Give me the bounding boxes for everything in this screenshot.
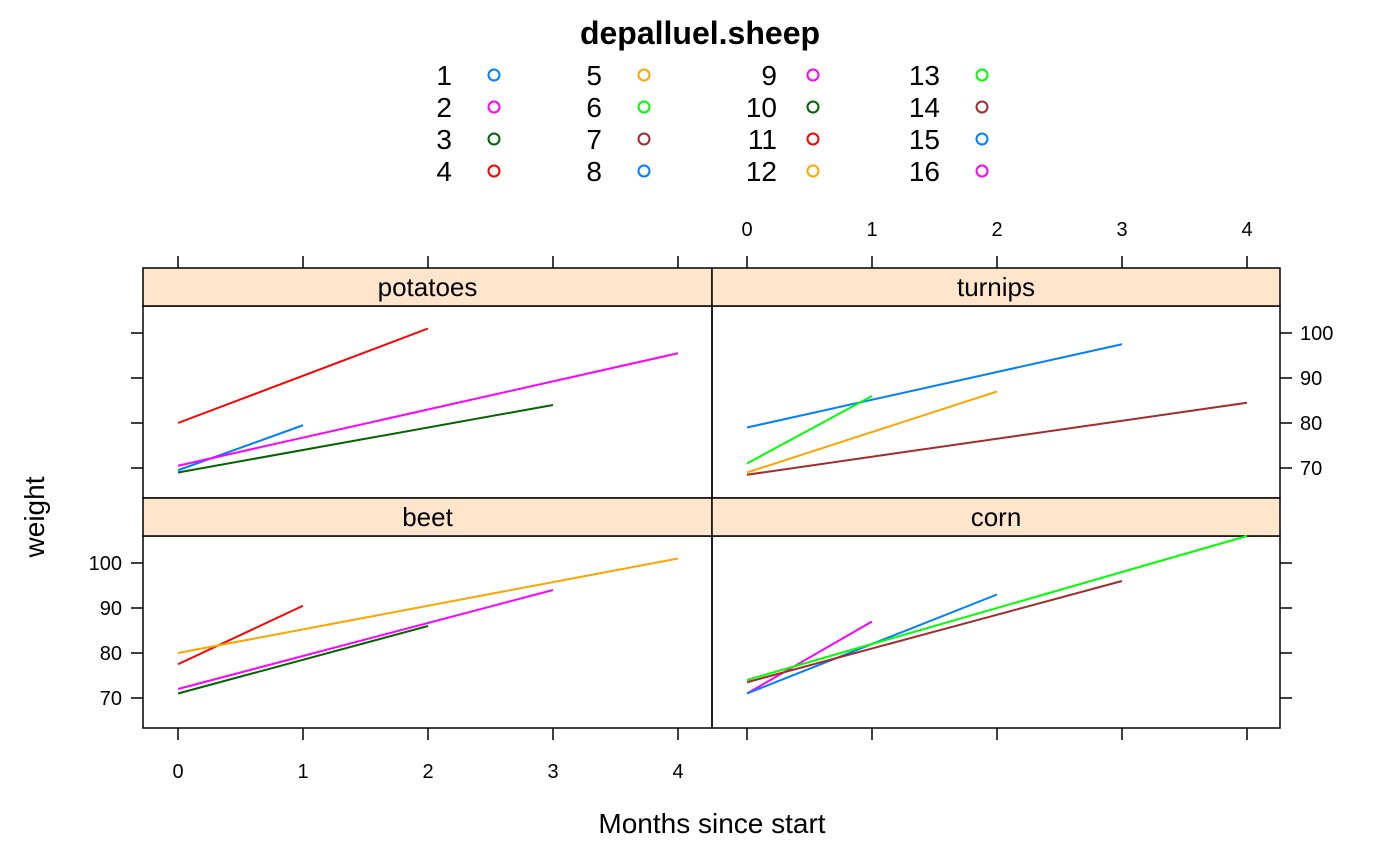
series-line-turnips-4 (746, 401, 1248, 476)
legend-label-15: 15 (909, 124, 940, 155)
series-line-turnips-1 (746, 343, 1123, 429)
panel-beet: beet (142, 497, 713, 729)
strip-turnips (711, 267, 1281, 307)
panel-turnips: turnips (711, 267, 1281, 499)
x-tick-label-bottom-2: 2 (422, 761, 433, 783)
series-line-corn-4 (746, 580, 1123, 684)
x-tick-label-bottom-1: 1 (297, 761, 308, 783)
panel-corn: corn (711, 497, 1281, 729)
strip-label-turnips: turnips (957, 272, 1035, 302)
legend-marker-6 (637, 100, 651, 114)
legend-marker-15 (975, 132, 989, 146)
x-tick-label-top-2: 2 (991, 219, 1002, 241)
legend-label-3: 3 (436, 124, 452, 155)
x-tick-label-bottom-4: 4 (672, 761, 683, 783)
legend-label-1: 1 (436, 60, 452, 91)
y-tick-label-left-100: 100 (89, 553, 122, 575)
x-tick-label-top-0: 0 (741, 219, 752, 241)
legend-marker-10 (806, 100, 820, 114)
chart-title: depalluel.sheep (580, 15, 820, 51)
axes: 0 1 2 3 4 0 1 2 3 4 70 80 90 100 70 80 90 100 (89, 219, 1334, 783)
legend-marker-5 (637, 68, 651, 82)
legend-marker-2 (487, 100, 501, 114)
legend-marker-13 (975, 68, 989, 82)
legend-marker-16 (975, 164, 989, 178)
series-line-potatoes-4 (177, 404, 554, 474)
y-tick-label-right-100: 100 (1300, 323, 1333, 345)
series-line-turnips-2 (746, 395, 873, 465)
series-line-potatoes-2 (177, 424, 304, 472)
series-line-corn-1 (746, 620, 873, 695)
legend-label-4: 4 (436, 156, 452, 187)
legend-label-2: 2 (436, 92, 452, 123)
legend-label-5: 5 (586, 60, 602, 91)
x-tick-label-top-4: 4 (1241, 219, 1252, 241)
panel-frame-turnips (711, 305, 1281, 499)
legend-label-12: 12 (746, 156, 777, 187)
x-tick-label-top-3: 3 (1116, 219, 1127, 241)
series-line-beet-4 (177, 625, 429, 695)
legend-label-13: 13 (909, 60, 940, 91)
panel-frame-potatoes (142, 305, 713, 499)
y-tick-label-right-90: 90 (1300, 368, 1322, 390)
y-tick-label-left-80: 80 (100, 643, 122, 665)
legend-label-10: 10 (746, 92, 777, 123)
legend-marker-1 (487, 68, 501, 82)
legend-label-16: 16 (909, 156, 940, 187)
legend-label-11: 11 (748, 124, 777, 155)
series-line-corn-3 (746, 535, 1248, 681)
legend-marker-12 (806, 164, 820, 178)
legend-marker-11 (806, 132, 820, 146)
series-line-beet-3 (177, 589, 554, 690)
y-tick-label-left-70: 70 (100, 688, 122, 710)
legend-marker-4 (487, 164, 501, 178)
x-tick-label-top-1: 1 (866, 219, 877, 241)
strip-corn (711, 497, 1281, 537)
series-line-beet-2 (177, 557, 679, 654)
legend-label-14: 14 (909, 92, 940, 123)
series-line-turnips-3 (746, 390, 998, 474)
legend-marker-3 (487, 132, 501, 146)
x-axis-label: Months since start (598, 808, 825, 839)
legend-marker-7 (637, 132, 651, 146)
x-tick-label-bottom-0: 0 (172, 761, 183, 783)
strip-label-potatoes: potatoes (378, 272, 478, 302)
series-line-beet-1 (177, 604, 304, 666)
panel-frame-beet (142, 535, 713, 729)
legend-label-6: 6 (586, 92, 602, 123)
y-tick-label-right-70: 70 (1300, 458, 1322, 480)
y-axis-label: weight (19, 476, 50, 558)
series-line-potatoes-3 (177, 352, 679, 467)
strip-label-beet: beet (402, 502, 453, 532)
panels: potatoes turnips beet corn (142, 267, 1281, 729)
strip-label-corn: corn (971, 502, 1022, 532)
panel-frame-corn (711, 535, 1281, 729)
legend-label-8: 8 (586, 156, 602, 187)
x-tick-label-bottom-3: 3 (547, 761, 558, 783)
legend-marker-8 (637, 164, 651, 178)
panel-potatoes: potatoes (142, 267, 713, 499)
legend-marker-9 (806, 68, 820, 82)
legend-label-7: 7 (586, 124, 602, 155)
series-line-potatoes-1 (177, 327, 429, 424)
legend-label-9: 9 (761, 60, 777, 91)
y-tick-label-right-80: 80 (1300, 413, 1322, 435)
legend-marker-14 (975, 100, 989, 114)
y-tick-label-left-90: 90 (100, 598, 122, 620)
